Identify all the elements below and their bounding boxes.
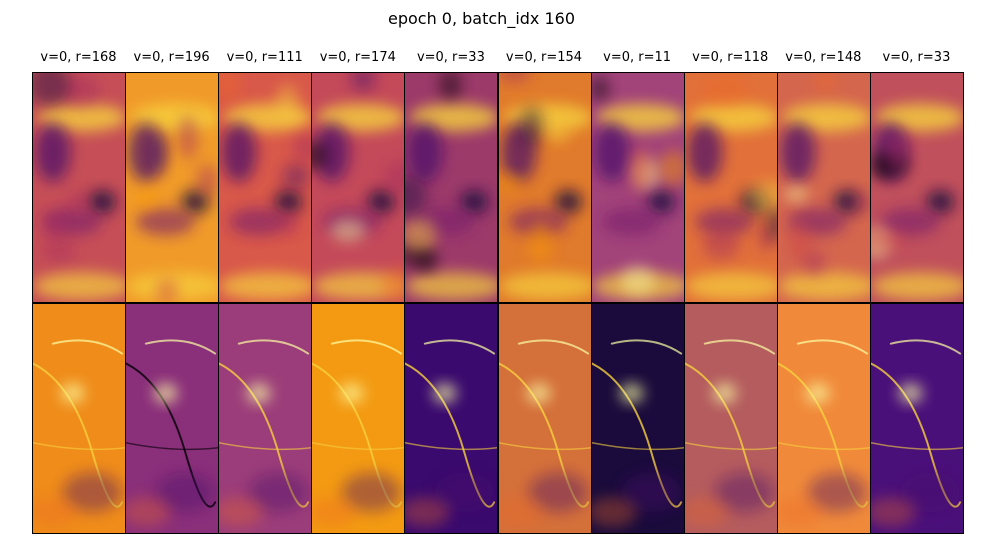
rendered-image-panel xyxy=(218,303,313,534)
column-title: v=0, r=33 xyxy=(882,50,951,65)
rendered-image-panel xyxy=(32,303,127,534)
rendered-image-panel xyxy=(404,303,499,534)
column-title: v=0, r=118 xyxy=(692,50,769,65)
noisy-image-panel xyxy=(125,72,220,303)
column-title: v=0, r=33 xyxy=(416,50,485,65)
rendered-image-panel xyxy=(125,303,220,534)
column-title: v=0, r=111 xyxy=(226,50,303,65)
rendered-image-panel xyxy=(776,303,871,534)
rendered-image-panel xyxy=(869,303,964,534)
rendered-image-panel xyxy=(590,303,685,534)
rendered-image-panel xyxy=(497,303,592,534)
column-title: v=0, r=11 xyxy=(603,50,672,65)
column-title: v=0, r=174 xyxy=(319,50,396,65)
noisy-image-panel xyxy=(32,72,127,303)
column-title: v=0, r=154 xyxy=(505,50,583,65)
noisy-image-panel xyxy=(497,72,592,303)
column-title: v=0, r=168 xyxy=(40,50,117,65)
column-title: v=0, r=148 xyxy=(785,50,862,65)
noisy-image-panel xyxy=(404,72,499,303)
figure-title: epoch 0, batch_idx 160 xyxy=(387,9,576,28)
noisy-image-panel xyxy=(869,72,964,303)
column-title: v=0, r=196 xyxy=(133,50,210,65)
noisy-image-panel xyxy=(218,72,313,303)
rendered-image-panel xyxy=(683,303,778,534)
rendered-image-panel xyxy=(311,303,406,534)
noisy-image-panel xyxy=(590,72,685,303)
noisy-image-panel xyxy=(311,72,406,303)
noisy-image-panel xyxy=(683,72,778,303)
noisy-image-panel xyxy=(776,72,871,303)
